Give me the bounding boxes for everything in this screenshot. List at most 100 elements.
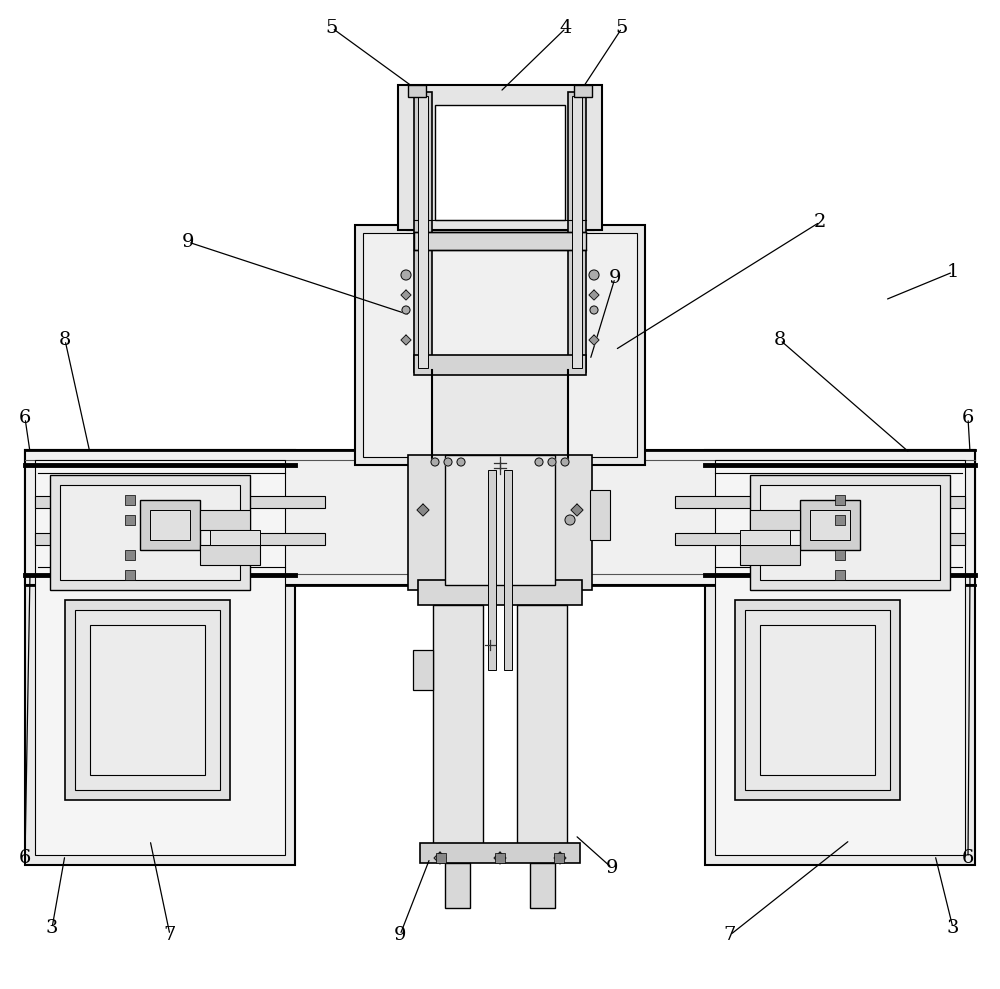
Bar [125, 515, 135, 525]
Bar [200, 545, 260, 565]
Text: 4: 4 [560, 19, 572, 37]
Bar [760, 485, 940, 580]
Bar [835, 550, 845, 560]
Text: 8: 8 [59, 331, 71, 349]
Bar [715, 460, 965, 855]
Bar [25, 450, 975, 585]
Polygon shape [494, 852, 506, 864]
Polygon shape [554, 852, 566, 864]
Bar [200, 510, 250, 530]
Bar [750, 510, 800, 530]
Bar [35, 460, 285, 855]
Bar [450, 460, 550, 580]
Bar [745, 610, 890, 790]
Bar [835, 495, 845, 505]
Bar [440, 110, 560, 215]
Bar [740, 545, 800, 565]
Text: 6: 6 [19, 849, 31, 867]
Bar [426, 848, 574, 858]
Bar [35, 496, 325, 508]
Circle shape [590, 306, 598, 314]
Bar [406, 92, 594, 230]
Bar [445, 863, 470, 908]
Bar [735, 600, 900, 800]
Bar [416, 462, 584, 582]
Bar [355, 225, 645, 465]
Circle shape [589, 270, 599, 280]
Bar [750, 475, 950, 590]
Bar [140, 500, 200, 550]
Text: 9: 9 [394, 926, 406, 944]
Bar [420, 843, 580, 863]
Bar [422, 362, 578, 374]
Bar [125, 570, 135, 580]
Circle shape [565, 515, 575, 525]
Circle shape [561, 458, 569, 466]
Bar [554, 853, 564, 863]
Bar [495, 853, 505, 863]
Text: 6: 6 [962, 409, 974, 427]
Bar [675, 533, 965, 545]
Polygon shape [401, 290, 411, 300]
Text: 5: 5 [616, 19, 628, 37]
Circle shape [535, 458, 543, 466]
Bar [363, 233, 637, 457]
Circle shape [457, 458, 465, 466]
Bar [835, 515, 845, 525]
Bar [517, 605, 567, 860]
Bar [435, 105, 565, 220]
Text: 8: 8 [774, 331, 786, 349]
Text: 5: 5 [326, 19, 338, 37]
Text: 7: 7 [724, 926, 736, 944]
Bar [125, 495, 135, 505]
Text: 6: 6 [19, 409, 31, 427]
Bar [572, 96, 582, 368]
Bar [65, 600, 230, 800]
Polygon shape [571, 504, 583, 516]
Polygon shape [417, 504, 429, 516]
Bar [574, 85, 592, 97]
Polygon shape [401, 335, 411, 345]
Bar [418, 580, 582, 605]
Bar [504, 470, 512, 670]
Bar [590, 490, 610, 540]
Bar [705, 450, 975, 865]
Bar [408, 455, 592, 590]
Bar [568, 92, 586, 372]
Bar [675, 496, 965, 508]
Bar [835, 570, 845, 580]
Bar [740, 530, 790, 545]
Text: 2: 2 [814, 213, 826, 231]
Bar [433, 605, 483, 860]
Polygon shape [434, 852, 446, 864]
Text: 9: 9 [182, 233, 194, 251]
Bar [413, 650, 433, 690]
Bar [90, 625, 205, 775]
Bar [125, 550, 135, 560]
Bar [25, 450, 295, 865]
Bar [810, 510, 850, 540]
Bar [760, 625, 875, 775]
Bar [414, 92, 432, 372]
Text: 9: 9 [606, 859, 618, 877]
Bar [60, 485, 240, 580]
Bar [445, 455, 555, 585]
Bar [426, 590, 574, 600]
Text: 7: 7 [164, 926, 176, 944]
Bar [418, 96, 428, 368]
Bar [488, 470, 496, 670]
Bar [75, 610, 220, 790]
Bar [414, 355, 586, 375]
Bar [398, 85, 602, 230]
Circle shape [401, 270, 411, 280]
Bar [432, 370, 568, 460]
Bar [530, 863, 555, 908]
Bar [436, 853, 446, 863]
Circle shape [402, 306, 410, 314]
Text: 3: 3 [947, 919, 959, 937]
Text: 1: 1 [947, 263, 959, 281]
Text: 6: 6 [962, 849, 974, 867]
Polygon shape [589, 335, 599, 345]
Bar [210, 530, 260, 545]
Text: 9: 9 [609, 269, 621, 287]
